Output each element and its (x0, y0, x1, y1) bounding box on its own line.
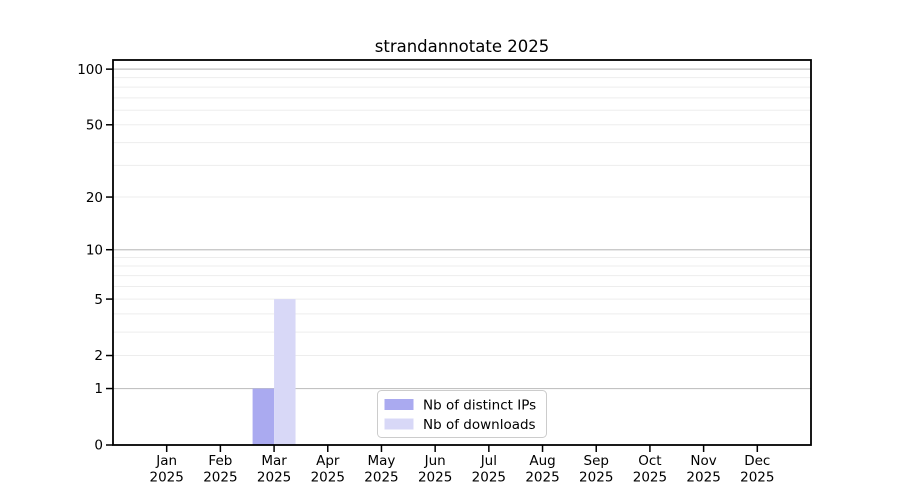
x-tick-label-year: 2025 (311, 470, 345, 486)
x-tick-label-year: 2025 (686, 470, 720, 486)
y-tick-label: 2 (94, 348, 103, 364)
legend-label: Nb of downloads (423, 417, 536, 433)
legend-swatch (384, 399, 414, 410)
y-tick-label: 10 (86, 242, 103, 258)
plot-border (112, 59, 812, 446)
y-tick-label: 20 (86, 190, 103, 206)
x-tick-label-year: 2025 (150, 470, 184, 486)
x-tick-label-year: 2025 (633, 470, 667, 486)
legend-box (377, 390, 547, 438)
bar-layer (252, 299, 296, 445)
x-tick-label-month: Nov (690, 453, 716, 469)
x-tick-label-month: Dec (744, 453, 770, 469)
x-tick-label-month: Jun (424, 453, 446, 469)
x-tick-label-month: Apr (316, 453, 340, 469)
x-tick-label-month: Jul (480, 453, 497, 469)
y-tick-label: 5 (94, 292, 103, 308)
legend-swatch (384, 418, 414, 430)
x-tick-label-year: 2025 (257, 470, 291, 486)
grid-layer (113, 68, 811, 390)
legend-label: Nb of distinct IPs (423, 398, 536, 414)
bar-distinct-ips (252, 388, 275, 445)
x-tick-label-year: 2025 (364, 470, 398, 486)
chart-title: strandannotate 2025 (375, 37, 549, 56)
x-tick-label-month: Feb (208, 453, 232, 469)
x-tick-label-month: Jan (155, 453, 177, 469)
x-tick-label-year: 2025 (740, 470, 774, 486)
y-tick-label: 0 (94, 438, 103, 454)
x-tick-label-year: 2025 (203, 470, 237, 486)
x-tick-label-month: May (368, 453, 396, 469)
y-tick-label: 50 (86, 117, 103, 133)
x-tick-label-year: 2025 (579, 470, 613, 486)
legend: Nb of distinct IPs Nb of downloads (377, 390, 547, 438)
x-tick-label-month: Oct (638, 453, 661, 469)
axis-layer: 0125102050100Jan2025Feb2025Mar2025Apr202… (77, 59, 812, 486)
x-tick-label-year: 2025 (525, 470, 559, 486)
y-tick-label: 100 (77, 62, 103, 78)
y-tick-label: 1 (94, 381, 103, 397)
x-tick-label-month: Sep (584, 453, 609, 469)
bar-downloads (274, 299, 296, 445)
x-tick-label-month: Aug (529, 453, 555, 469)
x-tick-label-month: Mar (261, 453, 287, 469)
x-tick-label-year: 2025 (472, 470, 506, 486)
x-tick-label-year: 2025 (418, 470, 452, 486)
